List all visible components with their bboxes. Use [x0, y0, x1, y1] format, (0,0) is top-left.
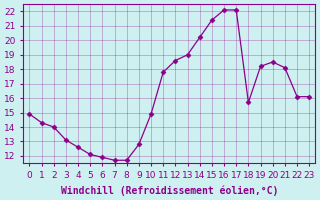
X-axis label: Windchill (Refroidissement éolien,°C): Windchill (Refroidissement éolien,°C)	[60, 185, 278, 196]
